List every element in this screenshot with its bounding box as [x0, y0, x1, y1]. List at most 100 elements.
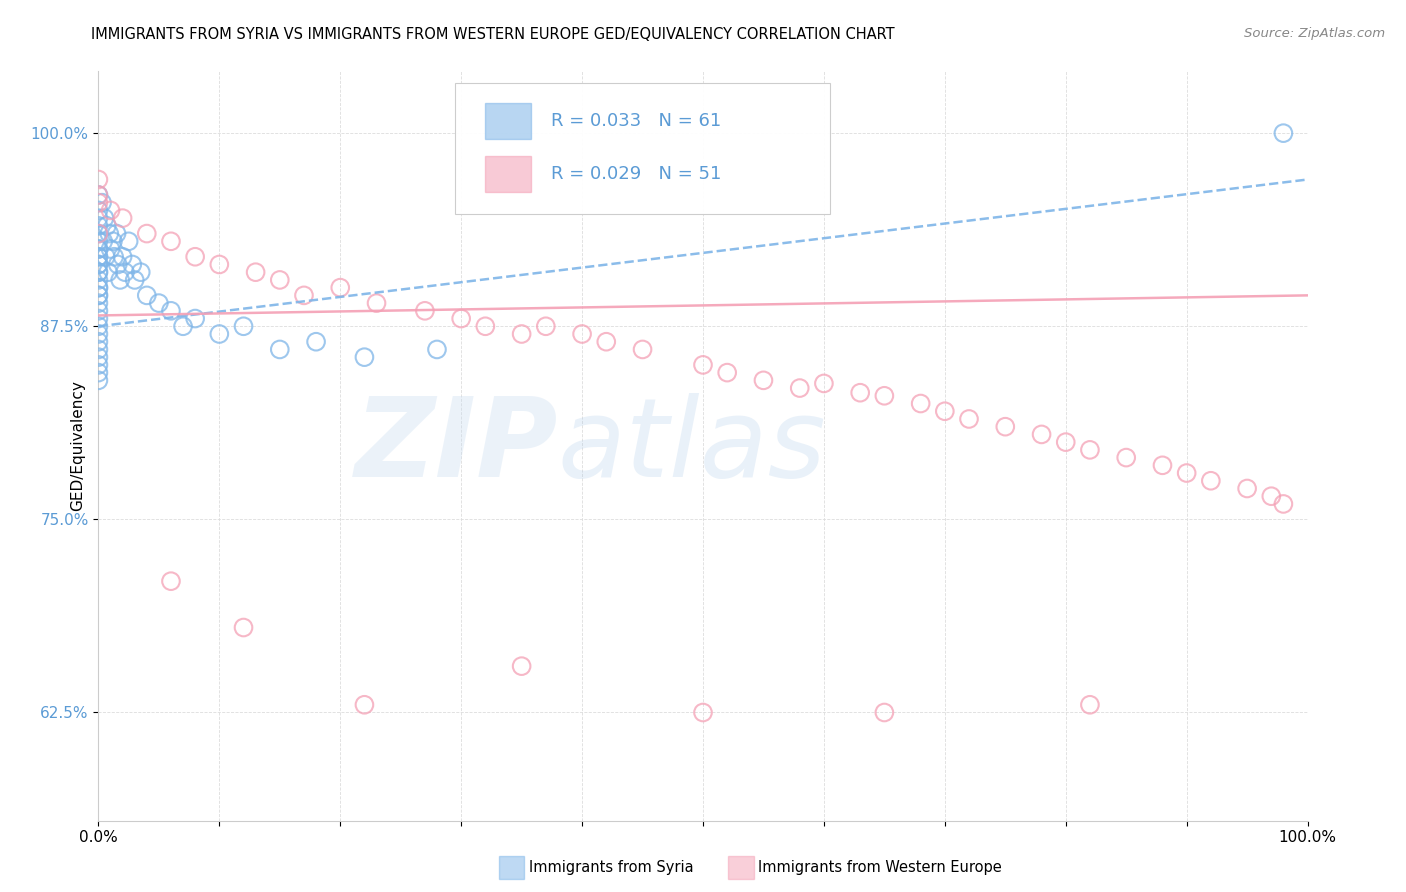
Text: Immigrants from Western Europe: Immigrants from Western Europe [758, 861, 1001, 875]
Point [269, 273, 291, 287]
Point [160, 303, 183, 318]
Point [245, 265, 267, 279]
Point [98, 227, 121, 241]
Text: Source: ZipAtlas.com: Source: ZipAtlas.com [1244, 27, 1385, 40]
Point [1260, 489, 1282, 503]
Point [184, 250, 207, 264]
Point [87, 280, 110, 294]
Point [1272, 126, 1295, 140]
Point [692, 358, 714, 372]
Text: atlas: atlas [558, 392, 827, 500]
Point [87, 203, 110, 218]
Point [87, 296, 110, 310]
Point [172, 319, 194, 334]
Point [510, 326, 533, 341]
Point [305, 334, 328, 349]
Point [413, 303, 436, 318]
Point [91, 235, 114, 249]
Point [353, 350, 375, 364]
Point [87, 188, 110, 202]
Point [97, 265, 120, 279]
Point [87, 326, 110, 341]
Point [87, 195, 110, 210]
Point [87, 350, 110, 364]
Point [269, 343, 291, 357]
Point [87, 303, 110, 318]
Point [87, 343, 110, 357]
Point [87, 242, 110, 256]
Point [752, 373, 775, 387]
Point [957, 412, 980, 426]
Point [184, 311, 207, 326]
Point [353, 698, 375, 712]
FancyBboxPatch shape [485, 103, 531, 139]
Point [160, 574, 183, 589]
Text: IMMIGRANTS FROM SYRIA VS IMMIGRANTS FROM WESTERN EUROPE GED/EQUIVALENCY CORRELAT: IMMIGRANTS FROM SYRIA VS IMMIGRANTS FROM… [91, 27, 896, 42]
Point [121, 257, 143, 271]
Point [87, 188, 110, 202]
Point [87, 311, 110, 326]
Point [87, 242, 110, 256]
Point [87, 227, 110, 241]
Point [87, 280, 110, 294]
Point [100, 242, 122, 256]
Point [813, 376, 835, 391]
Point [232, 319, 254, 334]
Point [111, 250, 134, 264]
Point [910, 396, 932, 410]
Point [87, 250, 110, 264]
Point [108, 273, 131, 287]
Point [103, 250, 125, 264]
Text: R = 0.033   N = 61: R = 0.033 N = 61 [551, 112, 721, 130]
Point [1199, 474, 1222, 488]
Point [87, 257, 110, 271]
Point [87, 288, 110, 302]
Point [1175, 466, 1198, 480]
Point [87, 257, 110, 271]
Point [118, 235, 141, 249]
Point [129, 265, 152, 279]
Point [1054, 435, 1077, 450]
Point [114, 265, 136, 279]
Point [208, 257, 231, 271]
Point [87, 250, 110, 264]
Point [160, 235, 183, 249]
Point [87, 373, 110, 387]
Point [1152, 458, 1174, 473]
Point [873, 389, 896, 403]
Point [107, 257, 129, 271]
Point [87, 219, 110, 233]
Point [329, 280, 352, 294]
Point [1115, 450, 1137, 465]
Point [87, 172, 110, 186]
Point [91, 195, 114, 210]
Point [87, 235, 110, 249]
Point [716, 366, 738, 380]
Point [849, 385, 872, 400]
Text: GED/Equivalency: GED/Equivalency [70, 381, 84, 511]
Text: ZIP: ZIP [354, 392, 558, 500]
Point [510, 659, 533, 673]
Point [1078, 698, 1101, 712]
Point [474, 319, 496, 334]
Point [450, 311, 472, 326]
FancyBboxPatch shape [456, 83, 830, 214]
Point [789, 381, 811, 395]
Text: Immigrants from Syria: Immigrants from Syria [529, 861, 693, 875]
FancyBboxPatch shape [485, 156, 531, 193]
Point [426, 343, 449, 357]
Point [111, 211, 134, 226]
Point [101, 235, 124, 249]
Point [94, 250, 117, 264]
Point [1236, 482, 1258, 496]
Point [934, 404, 956, 418]
Point [87, 211, 110, 226]
Point [87, 288, 110, 302]
Point [87, 334, 110, 349]
Point [135, 227, 157, 241]
Point [994, 419, 1017, 434]
Point [873, 706, 896, 720]
Point [87, 227, 110, 241]
Point [96, 219, 118, 233]
Point [124, 273, 146, 287]
